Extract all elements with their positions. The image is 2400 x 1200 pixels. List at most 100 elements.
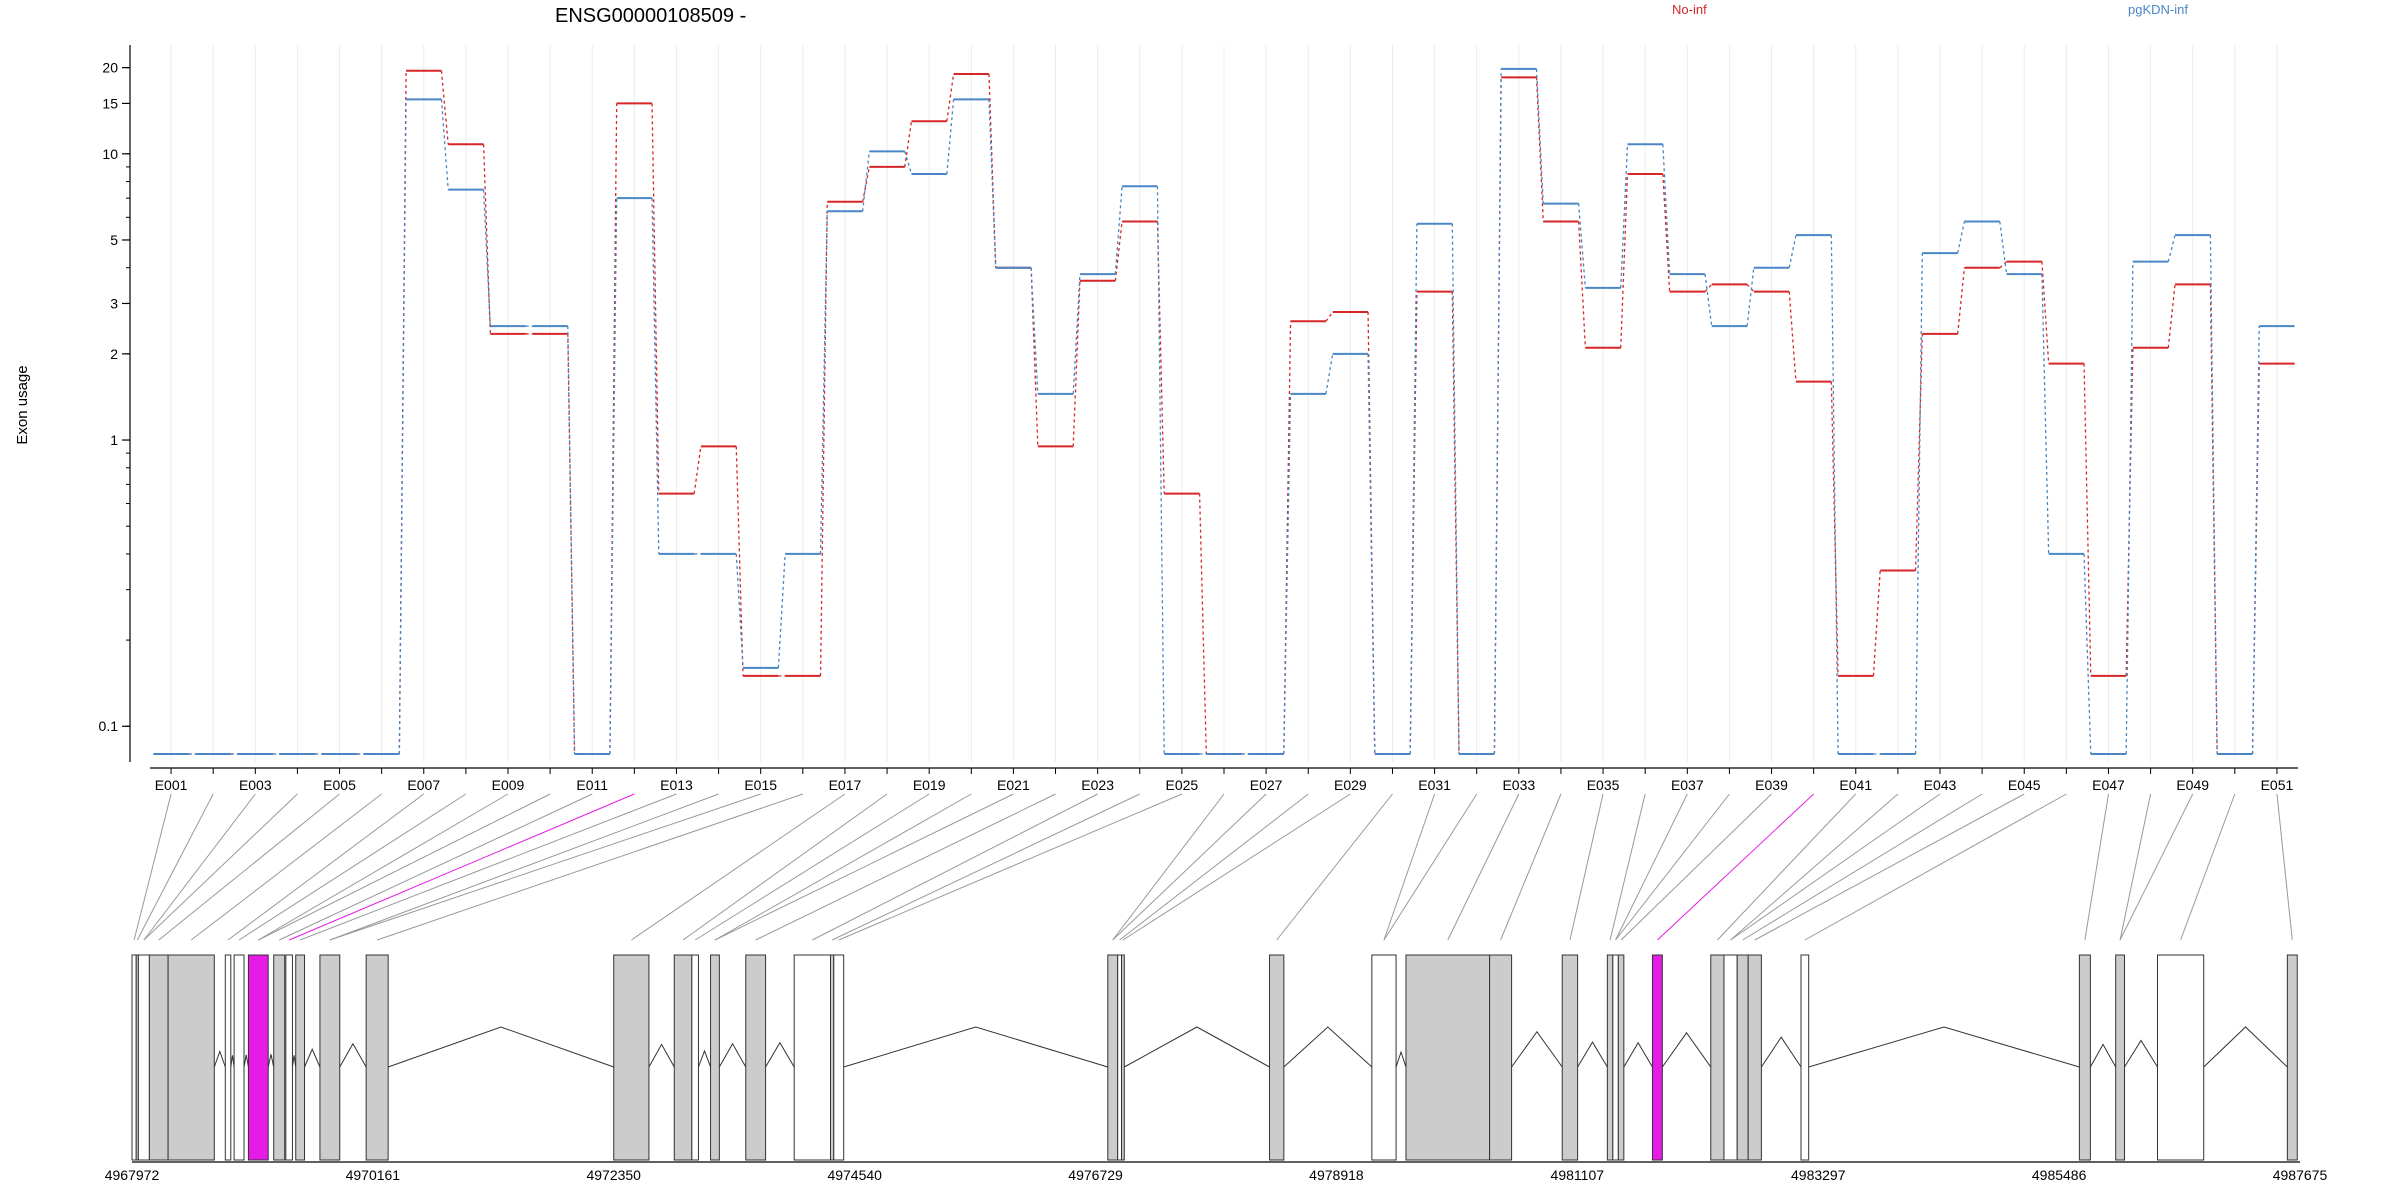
x-tick-label: E033	[1502, 777, 1535, 793]
exon-connector	[714, 793, 972, 941]
exon-connector	[329, 793, 761, 941]
exon-connector	[1112, 793, 1267, 941]
exon-connector	[1122, 793, 1351, 941]
x-tick-label: E051	[2261, 777, 2294, 793]
x-tick-label: E049	[2176, 777, 2209, 793]
exon-connector-lines	[133, 793, 2293, 941]
exon-block	[1617, 954, 1625, 1161]
x-tick-label: E017	[829, 777, 862, 793]
legend-no-inf: No-inf	[1672, 2, 1707, 17]
x-tick-label: E019	[913, 777, 946, 793]
genome-coordinate-label: 4970161	[346, 1167, 401, 1183]
exon-connector	[714, 793, 1014, 941]
intron-line	[1124, 1026, 1270, 1068]
x-tick-label: E029	[1334, 777, 1367, 793]
exon-block	[365, 954, 389, 1161]
exon-block	[2157, 954, 2205, 1161]
exon-block	[1747, 954, 1762, 1161]
exon-block	[1606, 954, 1614, 1161]
x-tick-label: E041	[1839, 777, 1872, 793]
exon-connector	[190, 793, 382, 941]
exon-block	[148, 954, 169, 1161]
intron-line	[291, 1055, 297, 1068]
x-tick-label: E007	[407, 777, 440, 793]
gene-model: 4967972 4970161 4972350 4974540 4976729 49789…	[105, 954, 2328, 1183]
exon-connector	[831, 793, 1140, 941]
intron-line	[1395, 1050, 1407, 1068]
exon-block	[2078, 954, 2091, 1161]
exon-connector	[631, 793, 846, 941]
exon-block	[613, 954, 650, 1161]
intron-line	[1808, 1026, 2080, 1068]
x-tick-label: E003	[239, 777, 272, 793]
exon-connector	[682, 793, 888, 941]
y-tick-label: 1	[110, 432, 118, 448]
x-tick-label: E031	[1418, 777, 1451, 793]
exon-block	[1651, 954, 1663, 1161]
intron-line	[339, 1042, 367, 1068]
exon-connector	[2084, 793, 2109, 941]
exon-block	[2115, 954, 2125, 1161]
exon-connector	[1500, 793, 1562, 941]
x-tick-label: E021	[997, 777, 1030, 793]
exon-block	[224, 954, 232, 1161]
x-tick-label: E013	[660, 777, 693, 793]
x-tick-label: E015	[744, 777, 777, 793]
genome-coordinate-label: 4978918	[1309, 1167, 1364, 1183]
exon-block	[673, 954, 693, 1161]
exon-connector	[1730, 793, 1899, 941]
intron-line	[1283, 1026, 1373, 1068]
exon-connector	[1620, 793, 1772, 941]
intron-line	[2124, 1039, 2158, 1068]
exon-connector	[2276, 793, 2293, 941]
intron-line	[1623, 1041, 1653, 1068]
x-tick-label: E023	[1081, 777, 1114, 793]
exon-block	[793, 954, 831, 1161]
genome-coordinate-label: 4985486	[2032, 1167, 2087, 1183]
exon-block	[1489, 954, 1513, 1161]
exon-block	[1736, 954, 1749, 1161]
exon-connector	[1754, 793, 2025, 941]
exon-block	[285, 954, 293, 1161]
intron-line	[304, 1048, 321, 1068]
exon-connector	[376, 793, 803, 941]
x-tick-label: E035	[1587, 777, 1620, 793]
genome-coordinate-label: 4987675	[2273, 1167, 2328, 1183]
exon-connector	[1615, 793, 1730, 941]
exon-block	[710, 954, 720, 1161]
exon-block	[1800, 954, 1810, 1161]
x-tick-label: E047	[2092, 777, 2125, 793]
exon-block	[131, 954, 137, 1161]
y-tick-label: 2	[110, 346, 118, 362]
genome-coordinate-label: 4983297	[1791, 1167, 1846, 1183]
exon-connector	[2180, 793, 2236, 941]
exon-connector	[158, 793, 340, 941]
intron-line	[267, 1054, 275, 1068]
y-tick-label: 5	[110, 232, 118, 248]
intron-line	[230, 1055, 235, 1068]
series-lines	[153, 67, 2295, 755]
exon-connector	[1730, 793, 1941, 941]
intron-line	[387, 1026, 614, 1068]
y-axis-label: Exon usage	[14, 365, 31, 444]
series-pgkdn-inf	[153, 67, 2295, 755]
exon-block	[1723, 954, 1738, 1161]
y-tick-label: 3	[110, 295, 118, 311]
x-tick-label: E005	[323, 777, 356, 793]
exon-connector	[238, 793, 467, 941]
intron-line	[213, 1050, 226, 1068]
exon-connector	[1276, 793, 1393, 941]
exon-block	[2286, 954, 2298, 1161]
x-tick-label: E045	[2008, 777, 2041, 793]
exon-block	[833, 954, 845, 1161]
exon-connector	[1742, 793, 1983, 941]
exon-connector	[1609, 793, 1646, 941]
exon-block	[1269, 954, 1285, 1161]
x-tick-label: E011	[576, 777, 608, 793]
exon-connector	[143, 793, 256, 941]
exon-block	[1117, 954, 1123, 1161]
intron-line	[765, 1041, 795, 1068]
intron-line	[1577, 1041, 1608, 1068]
x-tick-label: E039	[1755, 777, 1788, 793]
exon-block	[137, 954, 150, 1161]
